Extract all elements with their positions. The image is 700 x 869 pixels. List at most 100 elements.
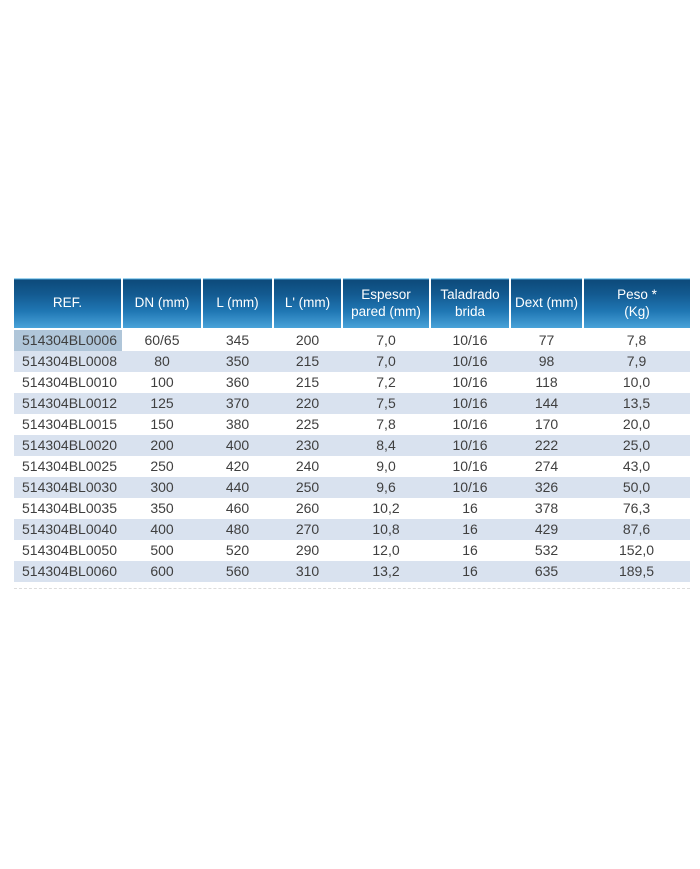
value-cell: 200 xyxy=(150,437,174,453)
col-header-dn: DN (mm) xyxy=(121,278,202,330)
value-cell: 7,2 xyxy=(376,374,396,390)
value-cell: 76,3 xyxy=(622,500,651,516)
value-cell: 10/16 xyxy=(452,332,488,348)
value-cell: 480 xyxy=(225,521,250,537)
ref-cell: 514304BL0040 xyxy=(22,521,117,537)
ref-cell: 514304BL0012 xyxy=(22,395,117,411)
value-cell: 152,0 xyxy=(618,542,655,558)
value-cell: 7,0 xyxy=(376,353,396,369)
value-cell: 600 xyxy=(150,563,174,579)
value-cell: 60/65 xyxy=(144,332,180,348)
value-cell: 215 xyxy=(295,353,320,369)
value-cell: 460 xyxy=(225,500,250,516)
table-row: 514304BL0030 300 440 250 9,6 10/16 326 50,0 xyxy=(14,477,690,498)
table-row: 514304BL0025 250 420 240 9,0 10/16 274 43,0 xyxy=(14,456,690,477)
value-cell: 370 xyxy=(225,395,250,411)
value-cell: 9,0 xyxy=(376,458,396,474)
col-header-l: L (mm) xyxy=(201,278,273,330)
table-row: 514304BL0008 80 350 215 7,0 10/16 98 7,9 xyxy=(14,351,690,372)
ref-cell: 514304BL0030 xyxy=(22,479,117,495)
value-cell: 400 xyxy=(225,437,250,453)
ref-cell: 514304BL0010 xyxy=(22,374,117,390)
table-row: 514304BL0040 400 480 270 10,8 16 429 87,6 xyxy=(14,519,690,540)
value-cell: 230 xyxy=(295,437,320,453)
value-cell: 10,2 xyxy=(372,500,400,516)
value-cell: 43,0 xyxy=(622,458,651,474)
value-cell: 429 xyxy=(534,521,559,537)
value-cell: 16 xyxy=(462,542,478,558)
value-cell: 360 xyxy=(225,374,250,390)
value-cell: 10,0 xyxy=(622,374,651,390)
value-cell: 20,0 xyxy=(622,416,651,432)
value-cell: 10/16 xyxy=(452,395,488,411)
value-cell: 300 xyxy=(150,479,174,495)
value-cell: 10/16 xyxy=(452,437,488,453)
table-row: 514304BL0012 125 370 220 7,5 10/16 144 13,5 xyxy=(14,393,690,414)
value-cell: 8,4 xyxy=(376,437,396,453)
value-cell: 378 xyxy=(534,500,559,516)
value-cell: 9,6 xyxy=(376,479,396,495)
value-cell: 16 xyxy=(462,521,478,537)
table-row: 514304BL0050 500 520 290 12,0 16 532 152,0 xyxy=(14,540,690,561)
value-cell: 80 xyxy=(154,353,170,369)
value-cell: 12,0 xyxy=(372,542,400,558)
table-row: 514304BL0020 200 400 230 8,4 10/16 222 25,0 xyxy=(14,435,690,456)
ref-cell: 514304BL0060 xyxy=(22,563,117,579)
value-cell: 7,9 xyxy=(626,353,647,369)
value-cell: 189,5 xyxy=(618,563,655,579)
table-row: 514304BL0015 150 380 225 7,8 10/16 170 20,0 xyxy=(14,414,690,435)
ref-cell: 514304BL0008 xyxy=(22,353,117,369)
value-cell: 560 xyxy=(225,563,250,579)
ref-cell: 514304BL0015 xyxy=(22,416,117,432)
value-cell: 400 xyxy=(150,521,174,537)
value-cell: 170 xyxy=(534,416,559,432)
value-cell: 440 xyxy=(225,479,250,495)
value-cell: 144 xyxy=(534,395,559,411)
value-cell: 260 xyxy=(295,500,320,516)
ref-cell: 514304BL0050 xyxy=(22,542,117,558)
value-cell: 420 xyxy=(225,458,250,474)
ref-cell: 514304BL0035 xyxy=(22,500,117,516)
col-header-ref: REF. xyxy=(14,278,122,330)
value-cell: 274 xyxy=(534,458,559,474)
value-cell: 220 xyxy=(295,395,320,411)
value-cell: 150 xyxy=(150,416,174,432)
value-cell: 16 xyxy=(462,563,478,579)
ref-cell: 514304BL0006 xyxy=(14,329,122,351)
value-cell: 326 xyxy=(534,479,559,495)
value-cell: 225 xyxy=(295,416,320,432)
value-cell: 270 xyxy=(295,521,320,537)
value-cell: 100 xyxy=(150,374,174,390)
product-spec-table: REF. DN (mm) L (mm) L' (mm) Espesor pare… xyxy=(14,278,690,582)
value-cell: 350 xyxy=(225,353,250,369)
value-cell: 635 xyxy=(534,563,559,579)
table-row: 514304BL0060 600 560 310 13,2 16 635 189,5 xyxy=(14,561,690,582)
value-cell: 290 xyxy=(295,542,320,558)
col-header-dext: Dext (mm) xyxy=(509,278,583,330)
value-cell: 13,2 xyxy=(372,563,400,579)
value-cell: 345 xyxy=(225,332,250,348)
value-cell: 87,6 xyxy=(622,521,651,537)
value-cell: 16 xyxy=(462,500,478,516)
table-bottom-divider xyxy=(14,588,690,589)
value-cell: 222 xyxy=(534,437,559,453)
value-cell: 125 xyxy=(150,395,174,411)
col-header-espesor: Espesor pared (mm) xyxy=(341,278,430,330)
col-header-peso: Peso * (Kg) xyxy=(582,278,690,330)
value-cell: 350 xyxy=(150,500,174,516)
value-cell: 7,0 xyxy=(376,332,396,348)
header-row: REF. DN (mm) L (mm) L' (mm) Espesor pare… xyxy=(14,278,690,330)
value-cell: 532 xyxy=(534,542,559,558)
value-cell: 10/16 xyxy=(452,374,488,390)
value-cell: 7,8 xyxy=(376,416,396,432)
value-cell: 250 xyxy=(150,458,174,474)
table-header: REF. DN (mm) L (mm) L' (mm) Espesor pare… xyxy=(14,278,690,330)
table-row: 514304BL0035 350 460 260 10,2 16 378 76,3 xyxy=(14,498,690,519)
value-cell: 10/16 xyxy=(452,353,488,369)
value-cell: 118 xyxy=(535,374,558,390)
value-cell: 10/16 xyxy=(452,416,488,432)
value-cell: 200 xyxy=(295,332,320,348)
value-cell: 250 xyxy=(295,479,320,495)
value-cell: 215 xyxy=(295,374,320,390)
